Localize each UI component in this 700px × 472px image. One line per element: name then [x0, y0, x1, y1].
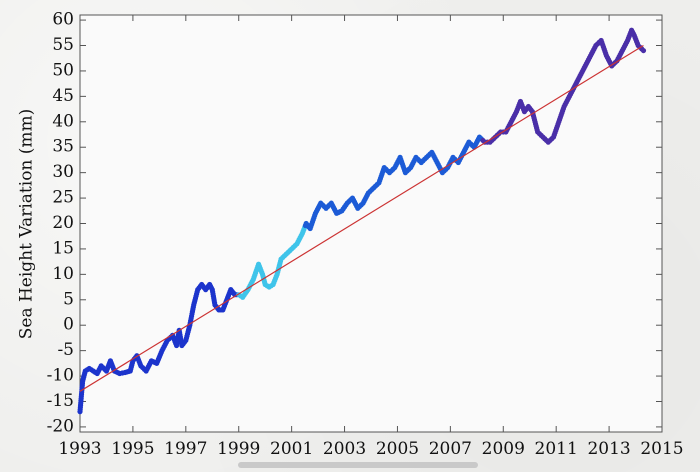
x-tick-label: 2009: [482, 439, 525, 459]
x-tick-label: 1999: [217, 439, 260, 459]
trend-line: [79, 45, 644, 392]
y-tick-label: -15: [47, 391, 74, 411]
y-tick-label: 45: [52, 86, 74, 106]
y-tick-label: 55: [52, 35, 74, 55]
x-tick-label: 1995: [111, 439, 154, 459]
y-tick-label: 50: [52, 60, 74, 80]
y-tick-label: 30: [52, 162, 74, 182]
y-tick-label: 20: [52, 213, 74, 233]
axis-ticks: [79, 15, 663, 432]
plot-area: [79, 14, 663, 433]
x-tick-label: 1993: [58, 439, 101, 459]
horizontal-scrollbar[interactable]: [238, 462, 478, 468]
x-tick-label: 2007: [429, 439, 472, 459]
x-tick-label: 2003: [323, 439, 366, 459]
y-tick-label: -10: [47, 366, 74, 386]
data-series: [77, 27, 647, 415]
y-tick-label: 0: [63, 315, 74, 335]
x-tick-label: 2005: [376, 439, 419, 459]
x-tick-labels: 1993 1995 1997 1999 2001 2003 2005 2007 2009 2011…: [58, 439, 683, 459]
y-axis-label: Sea Height Variation (mm): [17, 109, 37, 340]
y-tick-label: 15: [52, 238, 74, 258]
y-tick-label: 60: [52, 10, 74, 30]
y-tick-label: 40: [52, 111, 74, 131]
x-tick-label: 2013: [587, 439, 630, 459]
x-tick-label: 2001: [270, 439, 313, 459]
y-tick-label: 35: [52, 137, 74, 157]
y-tick-label: 25: [52, 188, 74, 208]
data-point: [640, 47, 647, 54]
x-tick-label: 1997: [164, 439, 207, 459]
x-tick-label: 2011: [535, 439, 578, 459]
x-tick-label: 2015: [640, 439, 683, 459]
y-tick-label: 5: [63, 289, 74, 309]
y-tick-label: -20: [47, 416, 74, 436]
y-tick-label: -5: [57, 340, 74, 360]
y-tick-label: 10: [52, 264, 74, 284]
